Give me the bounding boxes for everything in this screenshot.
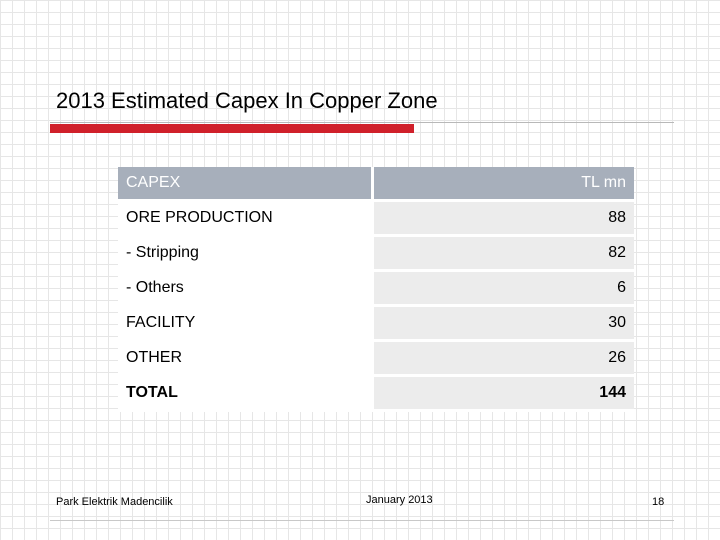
table-row: - Stripping 82 bbox=[118, 237, 634, 272]
row-value: 144 bbox=[374, 377, 634, 412]
row-value: 88 bbox=[374, 202, 634, 237]
slide-title: 2013 Estimated Capex In Copper Zone bbox=[56, 88, 438, 113]
table-row: ORE PRODUCTION 88 bbox=[118, 202, 634, 237]
title-accent-bar bbox=[50, 124, 414, 133]
row-label: - Stripping bbox=[118, 237, 374, 272]
table-header-row: CAPEX TL mn bbox=[118, 167, 634, 202]
table-row: FACILITY 30 bbox=[118, 307, 634, 342]
header-capex: CAPEX bbox=[118, 167, 374, 202]
title-divider-line bbox=[50, 122, 674, 123]
row-value: 26 bbox=[374, 342, 634, 377]
footer-divider-line bbox=[50, 520, 674, 521]
row-label: TOTAL bbox=[118, 377, 374, 412]
footer-company: Park Elektrik Madencilik bbox=[56, 496, 173, 508]
capex-table: CAPEX TL mn ORE PRODUCTION 88 - Strippin… bbox=[118, 167, 634, 412]
table-row: OTHER 26 bbox=[118, 342, 634, 377]
row-label: OTHER bbox=[118, 342, 374, 377]
table-row-total: TOTAL 144 bbox=[118, 377, 634, 412]
row-label: ORE PRODUCTION bbox=[118, 202, 374, 237]
footer-date: January 2013 bbox=[366, 494, 433, 506]
row-value: 30 bbox=[374, 307, 634, 342]
row-value: 6 bbox=[374, 272, 634, 307]
row-label: - Others bbox=[118, 272, 374, 307]
table-row: - Others 6 bbox=[118, 272, 634, 307]
row-label: FACILITY bbox=[118, 307, 374, 342]
footer-page-number: 18 bbox=[652, 496, 665, 508]
header-unit: TL mn bbox=[374, 167, 634, 202]
row-value: 82 bbox=[374, 237, 634, 272]
